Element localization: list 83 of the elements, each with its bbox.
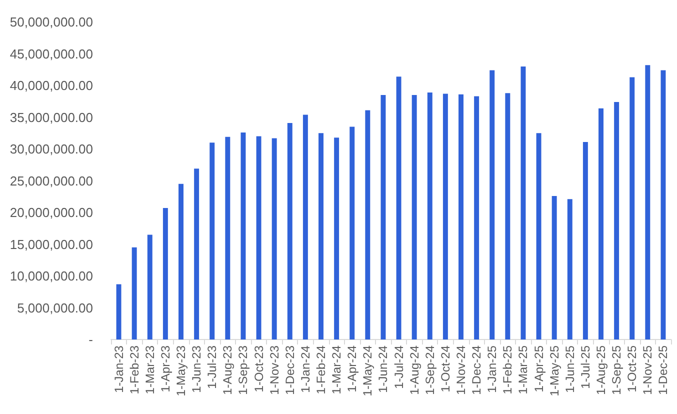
- y-tick-label: 45,000,000.00: [10, 46, 93, 62]
- x-tick-label: 1-Jul-25: [578, 345, 592, 389]
- y-tick-label: 5,000,000.00: [17, 300, 93, 316]
- bar: [598, 108, 604, 340]
- x-tick-label: 1-Aug-23: [220, 345, 235, 395]
- x-tick-label: 1-Jun-25: [562, 345, 577, 393]
- x-tick-label: 1-Oct-24: [438, 345, 452, 392]
- bar: [645, 65, 650, 340]
- bar: [302, 114, 308, 340]
- bar: [318, 133, 324, 340]
- bar: [490, 70, 495, 340]
- x-tick-label: 1-May-25: [547, 345, 562, 396]
- bar: [630, 77, 635, 340]
- bar: [582, 142, 588, 340]
- bar: [380, 95, 386, 340]
- x-tick-label: 1-Dec-25: [656, 345, 670, 395]
- x-tick-label: 1-Sep-23: [236, 345, 250, 395]
- bar: [660, 70, 666, 340]
- x-tick-label: 1-Feb-24: [314, 345, 328, 394]
- x-tick-label: 1-Feb-25: [500, 345, 515, 394]
- x-tick-label: 1-Apr-25: [532, 345, 546, 392]
- x-tick-label: 1-Jul-23: [205, 345, 220, 389]
- bar: [614, 102, 620, 340]
- x-tick-label: 1-Jan-23: [112, 345, 126, 393]
- x-tick-label: 1-Jun-24: [376, 345, 390, 393]
- x-tick-label: 1-Nov-24: [454, 345, 468, 395]
- bar: [350, 126, 355, 340]
- x-tick-label: 1-Apr-24: [345, 345, 360, 392]
- y-tick-label: -: [88, 332, 93, 347]
- bar: [116, 284, 122, 340]
- x-tick-label: 1-May-23: [174, 345, 188, 396]
- bar: [132, 247, 137, 340]
- bar: [162, 208, 168, 340]
- bar: [334, 138, 340, 340]
- x-tick-label: 1-Jul-24: [392, 345, 406, 389]
- y-tick-label: 10,000,000.00: [10, 268, 93, 284]
- x-tick-label: 1-Mar-25: [516, 345, 530, 394]
- bar: [520, 66, 526, 340]
- bar: [365, 110, 370, 340]
- x-tick-label: 1-Jan-25: [485, 345, 500, 393]
- x-tick-label: 1-Nov-25: [640, 345, 655, 395]
- x-tick-label: 1-Jun-23: [190, 345, 204, 393]
- x-tick-label: 1-Oct-25: [625, 345, 640, 392]
- bar: [396, 76, 402, 340]
- x-tick-label: 1-Jan-24: [298, 345, 312, 393]
- x-tick-label: 1-Dec-24: [470, 345, 484, 395]
- y-tick-label: 40,000,000.00: [10, 78, 93, 93]
- x-tick-label: 1-May-24: [360, 345, 375, 396]
- bar: [458, 94, 464, 340]
- x-tick-label: 1-Feb-23: [127, 345, 142, 394]
- bar: [210, 142, 215, 340]
- x-tick-label: 1-Dec-23: [282, 345, 297, 395]
- bar: [505, 93, 510, 340]
- bar: [427, 92, 432, 340]
- bar: [240, 132, 246, 340]
- y-tick-label: 25,000,000.00: [10, 173, 93, 188]
- x-tick-label: 1-Aug-24: [407, 345, 422, 395]
- bar: [536, 133, 542, 340]
- bar: [194, 168, 200, 340]
- x-tick-label: 1-Oct-23: [252, 345, 266, 392]
- y-tick-label: 15,000,000.00: [10, 236, 93, 252]
- x-tick-label: 1-Sep-24: [422, 345, 437, 395]
- bar: [256, 136, 262, 340]
- bar: [412, 95, 417, 340]
- bar: [225, 136, 230, 340]
- y-tick-label: 50,000,000.00: [10, 14, 93, 30]
- x-tick-label: 1-Mar-24: [330, 345, 344, 394]
- bar: [552, 196, 557, 340]
- x-tick-label: 1-Mar-23: [142, 345, 157, 394]
- x-tick-label: 1-Nov-23: [267, 345, 282, 395]
- x-tick-label: 1-Apr-23: [158, 345, 172, 392]
- x-tick-label: 1-Aug-25: [594, 345, 608, 395]
- bar: [272, 138, 277, 340]
- y-tick-label: 30,000,000.00: [10, 142, 93, 156]
- bar: [147, 234, 152, 340]
- y-tick-label: 20,000,000.00: [10, 205, 93, 220]
- x-tick-label: 1-Sep-25: [610, 345, 624, 395]
- bar: [287, 122, 292, 340]
- bar: [567, 199, 572, 340]
- bar: [442, 94, 448, 340]
- bar: [178, 184, 184, 340]
- bar: [474, 96, 480, 340]
- y-tick-label: 35,000,000.00: [10, 110, 93, 125]
